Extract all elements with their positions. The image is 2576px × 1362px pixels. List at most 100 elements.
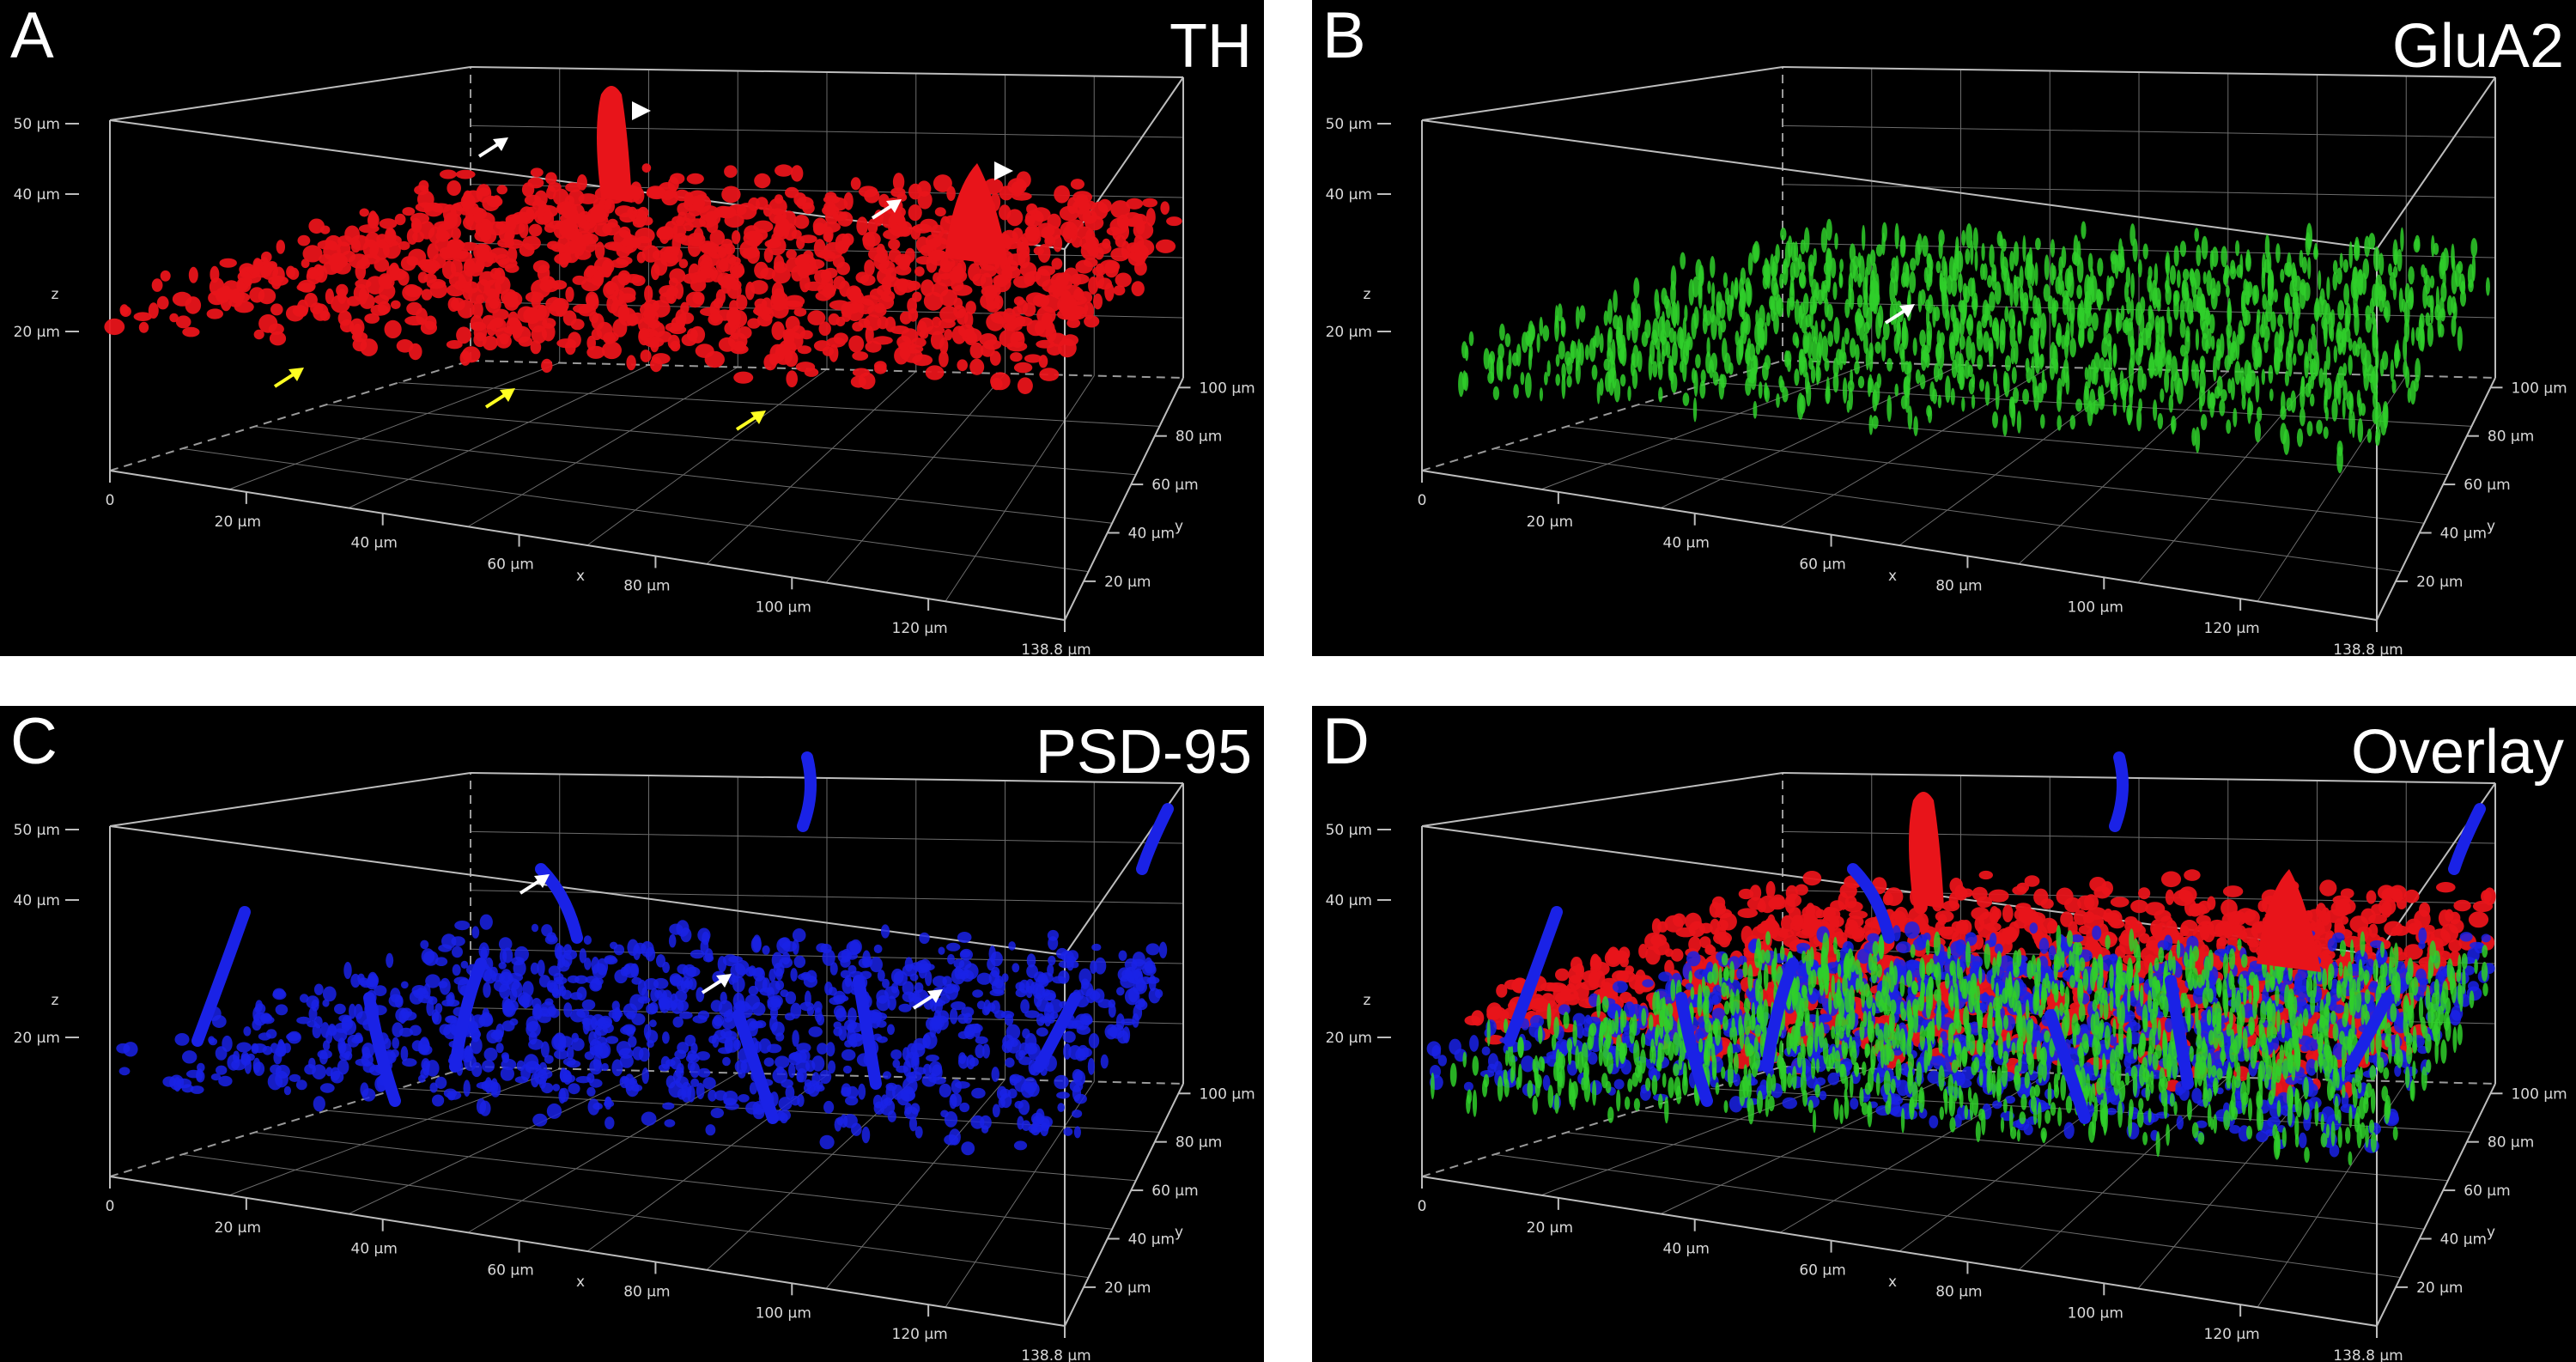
red-signal-particle — [850, 375, 866, 388]
blue-signal-particle — [827, 1060, 836, 1074]
red-signal-particle — [416, 190, 434, 209]
red-signal-particle — [946, 185, 956, 201]
red-signal-particle — [708, 313, 723, 326]
blue-signal-particle — [548, 965, 561, 976]
green-signal-particle — [1938, 239, 1943, 259]
green-signal-particle — [1886, 394, 1893, 423]
blue-signal-particle — [604, 1096, 612, 1110]
green-signal-particle — [1821, 335, 1828, 362]
blue-signal-particle — [394, 994, 404, 1008]
blue-signal-particle — [925, 970, 933, 987]
blue-signal-particle — [1116, 987, 1125, 996]
green-signal-particle — [2194, 228, 2199, 242]
green-signal-particle — [2016, 410, 2021, 434]
red-signal-particle — [2438, 909, 2451, 927]
green-signal-particle — [1980, 263, 1985, 280]
red-signal-particle — [951, 265, 965, 281]
green-signal-particle — [1682, 392, 1690, 406]
green-signal-particle — [1558, 340, 1565, 360]
red-signal-particle — [416, 307, 428, 325]
green-signal-particle — [2403, 360, 2408, 378]
y-tick-label: 100 µm — [1199, 1085, 1255, 1103]
red-signal-particle — [2216, 937, 2226, 953]
blue-signal-particle — [876, 994, 890, 1012]
blue-signal-particle — [598, 1042, 611, 1059]
blue-signal-particle — [659, 997, 671, 1013]
blue-signal-particle — [337, 1041, 347, 1054]
green-signal-particle — [1490, 358, 1495, 382]
grid-line — [1660, 364, 1961, 508]
red-signal-particle — [1791, 915, 1804, 927]
green-signal-particle — [2205, 338, 2209, 355]
red-signal-particle — [1026, 203, 1038, 215]
red-signal-particle — [617, 305, 630, 322]
blue-signal-particle — [362, 1061, 376, 1073]
blue-signal-particle — [776, 937, 791, 954]
blue-signal-particle — [584, 1051, 595, 1061]
blue-signal-particle — [1015, 1050, 1024, 1061]
red-signal-particle — [760, 267, 775, 280]
green-signal-particle — [2374, 432, 2380, 447]
blue-signal-particle — [819, 1069, 832, 1085]
blue-signal-particle — [833, 1005, 846, 1018]
green-signal-particle — [2452, 301, 2458, 320]
red-signal-particle — [1057, 295, 1078, 314]
blue-signal-particle — [330, 1070, 344, 1084]
red-signal-particle — [862, 232, 876, 251]
panel-title: GluA2 — [2391, 12, 2564, 81]
green-signal-particle — [1882, 320, 1890, 341]
blue-signal-particle — [283, 1043, 292, 1054]
green-signal-particle — [2069, 337, 2076, 358]
red-signal-particle — [1803, 912, 1817, 930]
x-tick-label: 80 µm — [1935, 577, 1982, 594]
green-signal-particle — [1842, 351, 1847, 366]
red-signal-particle — [892, 173, 905, 192]
blue-signal-particle — [919, 958, 932, 973]
red-signal-particle — [1097, 277, 1112, 290]
red-signal-particle — [1131, 281, 1145, 296]
green-signal-particle — [2379, 358, 2385, 377]
blue-signal-particle — [833, 990, 847, 1005]
red-signal-particle — [1012, 192, 1032, 201]
grid-line — [825, 1079, 1005, 1289]
blue-signal-particle — [687, 1085, 696, 1103]
green-signal-particle — [2275, 243, 2281, 264]
blue-signal-particle — [525, 1061, 540, 1073]
green-signal-particle — [1991, 271, 1997, 291]
blue-signal-particle — [680, 927, 692, 943]
green-signal-particle — [2169, 264, 2177, 285]
red-signal-particle — [2145, 939, 2160, 951]
red-signal-particle — [1142, 198, 1157, 208]
green-signal-particle — [2055, 276, 2062, 295]
box-edge — [1782, 772, 2496, 784]
green-signal-particle — [2187, 298, 2194, 325]
blue-signal-particle — [902, 1047, 910, 1061]
blue-signal-particle — [295, 1079, 307, 1091]
white-arrow-head — [886, 199, 902, 213]
blue-signal-particle — [1071, 1019, 1084, 1030]
grid-line — [1565, 1132, 2425, 1230]
blue-signal-particle — [1048, 955, 1056, 966]
green-signal-particle — [1825, 386, 1831, 404]
blue-signal-particle — [628, 1036, 637, 1048]
red-signal-particle — [720, 277, 732, 294]
green-signal-particle — [2063, 358, 2069, 384]
green-signal-particle — [1872, 415, 1879, 429]
green-signal-particle — [2257, 309, 2261, 325]
green-signal-particle — [2342, 258, 2348, 273]
green-signal-particle — [1977, 355, 1984, 370]
red-signal-particle — [1093, 293, 1103, 310]
blue-signal-particle — [900, 1089, 916, 1102]
red-signal-particle — [301, 258, 310, 269]
blue-signal-particle — [313, 983, 324, 995]
blue-signal-particle — [528, 1031, 538, 1045]
green-signal-particle — [2103, 321, 2107, 345]
x-tick-label: 40 µm — [351, 535, 398, 552]
blue-signal-particle — [537, 959, 545, 977]
green-signal-particle — [2125, 266, 2131, 289]
green-signal-particle — [2191, 428, 2196, 447]
blue-signal-particle — [1097, 999, 1112, 1008]
blue-signal-particle — [252, 1018, 262, 1031]
green-signal-particle — [2324, 360, 2328, 386]
blue-signal-particle — [272, 988, 286, 999]
